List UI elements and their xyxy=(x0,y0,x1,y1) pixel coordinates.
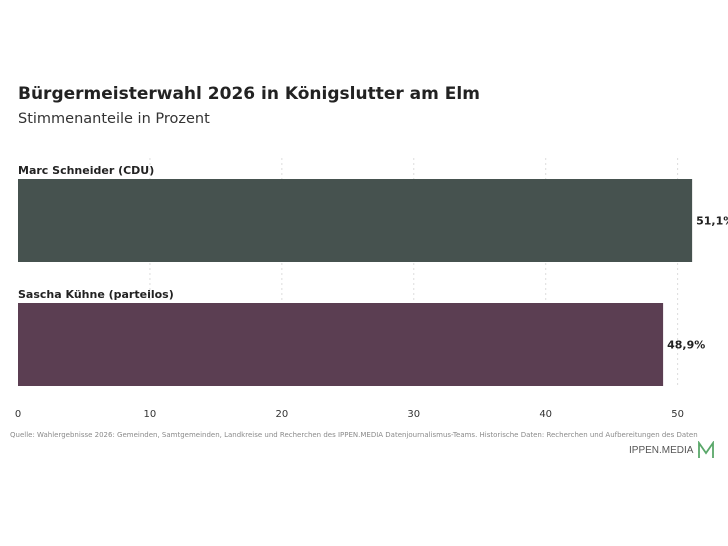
x-tick-label: 40 xyxy=(539,409,552,420)
chart-bars: Marc Schneider (CDU) 51,1% Sascha Kühne (p… xyxy=(18,164,728,386)
x-axis-ticks: 0 10 20 30 40 50 xyxy=(15,409,684,420)
data-label: 51,1% xyxy=(696,215,728,228)
data-label: 48,9% xyxy=(667,339,705,352)
bar xyxy=(18,303,664,386)
logo-text: IPPEN.MEDIA xyxy=(629,444,694,456)
x-tick-label: 50 xyxy=(671,409,684,420)
ippen-m-icon xyxy=(698,441,715,458)
bar-chart: Marc Schneider (CDU) 51,1% Sascha Kühne (p… xyxy=(15,158,728,420)
x-tick-label: 20 xyxy=(275,409,288,420)
chart-title: Bürgermeisterwahl 2026 in Königslutter a… xyxy=(18,84,480,104)
chart-subtitle: Stimmenanteile in Prozent xyxy=(18,111,210,127)
bar xyxy=(18,179,693,262)
source-note: Quelle: Wahlergebnisse 2026: Gemeinden, … xyxy=(10,431,698,439)
x-tick-label: 30 xyxy=(407,409,420,420)
category-label: Sascha Kühne (parteilos) xyxy=(18,288,174,301)
x-tick-label: 0 xyxy=(15,409,21,420)
x-tick-label: 10 xyxy=(144,409,157,420)
category-label: Marc Schneider (CDU) xyxy=(18,164,154,177)
publisher-logo: IPPEN.MEDIA xyxy=(629,441,715,459)
